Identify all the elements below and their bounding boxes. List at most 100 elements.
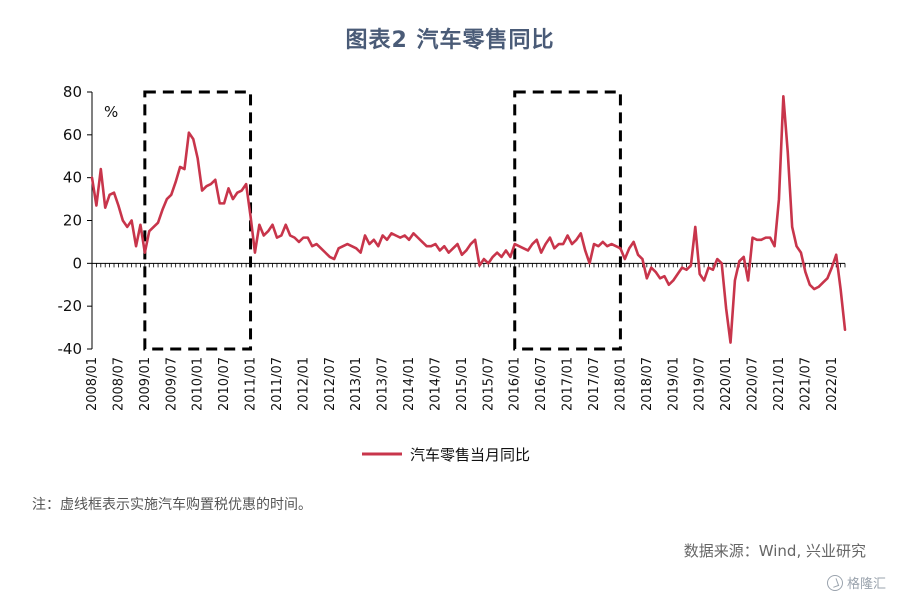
data-point [377, 245, 380, 248]
data-point [359, 251, 362, 254]
data-point [593, 243, 595, 245]
axis-layer: -40 -20 0 20 40 60 80% 2008/01 2008/07 2009/01 200… [58, 83, 846, 411]
data-point [412, 232, 415, 235]
data-point [350, 245, 353, 248]
data-point [562, 243, 565, 245]
data-point [615, 245, 617, 248]
data-point [707, 266, 710, 269]
data-point [121, 219, 124, 222]
data-point [553, 247, 556, 250]
y-tick-label: -40 [58, 340, 83, 358]
data-point [742, 256, 745, 258]
data-point [434, 243, 437, 245]
data-point [456, 243, 459, 245]
data-point [223, 202, 226, 205]
data-point [236, 191, 239, 194]
data-point [469, 243, 472, 245]
x-tick-label: 2018/01 [613, 357, 628, 411]
data-point [637, 253, 639, 256]
data-point [522, 247, 525, 250]
data-point [729, 341, 732, 344]
data-point [685, 268, 688, 271]
x-tick-label: 2014/07 [428, 357, 443, 411]
data-point [95, 204, 98, 207]
data-point [130, 219, 133, 222]
data-point [720, 262, 723, 265]
data-point [298, 241, 300, 243]
data-point [460, 253, 463, 256]
data-point [152, 226, 155, 228]
x-tick-label: 2021/07 [798, 357, 813, 411]
data-point [416, 236, 419, 239]
data-point [333, 258, 336, 260]
x-tick-label: 2011/07 [270, 357, 285, 411]
data-point [324, 251, 327, 254]
x-tick-label: 2015/01 [455, 357, 470, 411]
data-point [610, 243, 613, 245]
data-point [808, 283, 811, 286]
data-point [209, 183, 212, 185]
x-tick-label: 2012/01 [296, 357, 311, 411]
data-point [126, 226, 129, 228]
data-point [148, 230, 151, 233]
data-point [284, 223, 287, 226]
x-tick-label: 2008/01 [85, 357, 100, 411]
data-point [161, 208, 164, 211]
y-tick-label: 40 [63, 169, 82, 187]
data-point [751, 236, 754, 239]
data-point [232, 198, 234, 200]
data-point [641, 258, 644, 260]
data-point [337, 247, 340, 250]
data-point [778, 198, 780, 200]
data-point [557, 243, 560, 245]
data-point [108, 193, 111, 196]
data-point [579, 232, 582, 235]
x-tick-label: 2018/07 [640, 357, 655, 411]
data-point [667, 283, 670, 286]
data-point [694, 226, 697, 228]
data-point [505, 249, 507, 252]
x-tick-label: 2014/01 [402, 357, 417, 411]
y-tick-label: 20 [63, 212, 82, 230]
y-tick-label: 80 [63, 83, 82, 101]
data-point [249, 215, 252, 218]
data-point [328, 256, 331, 258]
legend-layer: 汽车零售当月同比 [362, 446, 530, 464]
data-point [830, 266, 833, 269]
x-tick-label: 2010/07 [217, 357, 232, 411]
data-point [390, 232, 393, 235]
data-point [645, 277, 648, 280]
data-point [465, 249, 468, 252]
data-point [623, 258, 626, 260]
data-point [143, 251, 146, 254]
x-tick-label: 2017/01 [561, 357, 576, 411]
data-point [174, 181, 177, 183]
data-point [346, 243, 349, 245]
data-point [430, 245, 432, 248]
series-line-1 [90, 94, 847, 344]
watermark: 格隆汇 [826, 573, 886, 592]
x-tick-label: 2020/07 [746, 357, 761, 411]
data-point [293, 236, 296, 239]
data-point [302, 236, 305, 239]
data-point [487, 262, 490, 265]
data-point [315, 243, 318, 245]
data-point [672, 279, 675, 282]
data-point [716, 258, 719, 260]
x-tick-label: 2013/07 [376, 357, 391, 411]
x-tick-label: 2009/07 [164, 357, 179, 411]
data-point [518, 245, 521, 248]
data-point [725, 307, 728, 310]
data-point [240, 189, 243, 192]
data-point [474, 238, 477, 241]
data-point [135, 245, 137, 248]
watermark-logo-icon [826, 574, 843, 591]
data-point [676, 273, 679, 275]
data-point [566, 234, 569, 237]
data-point [196, 157, 199, 160]
data-point [535, 238, 538, 241]
data-point [276, 236, 278, 239]
data-point [659, 277, 661, 280]
data-point [839, 288, 842, 290]
data-point [500, 256, 503, 258]
